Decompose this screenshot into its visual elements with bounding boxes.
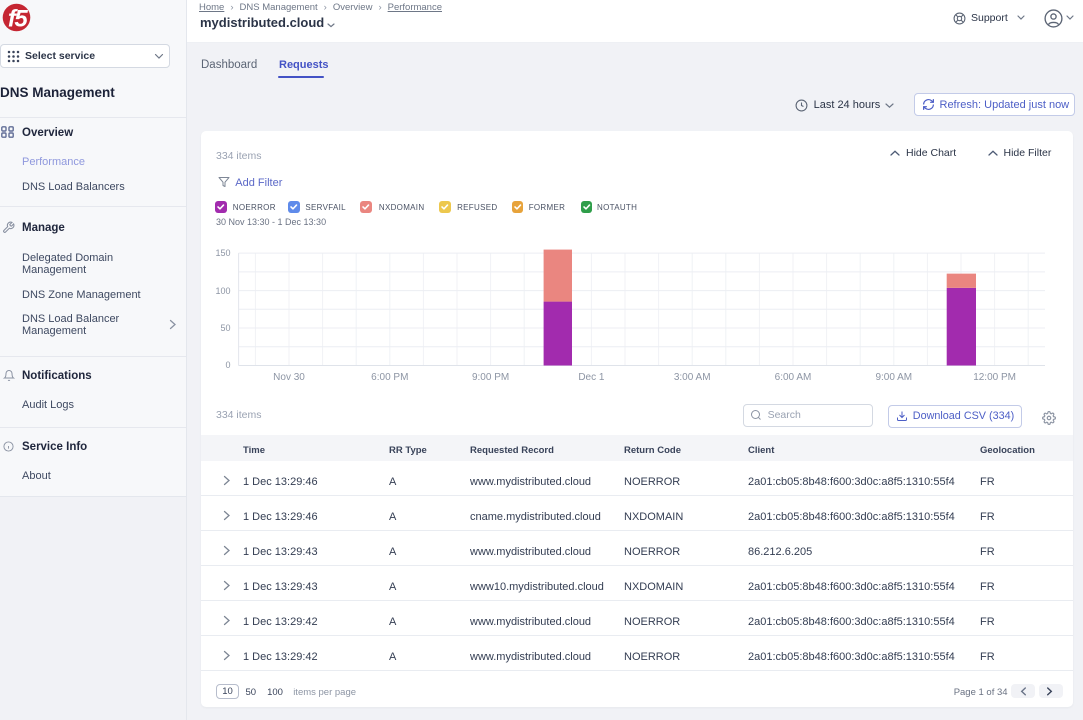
svg-text:f5: f5 <box>8 6 28 33</box>
